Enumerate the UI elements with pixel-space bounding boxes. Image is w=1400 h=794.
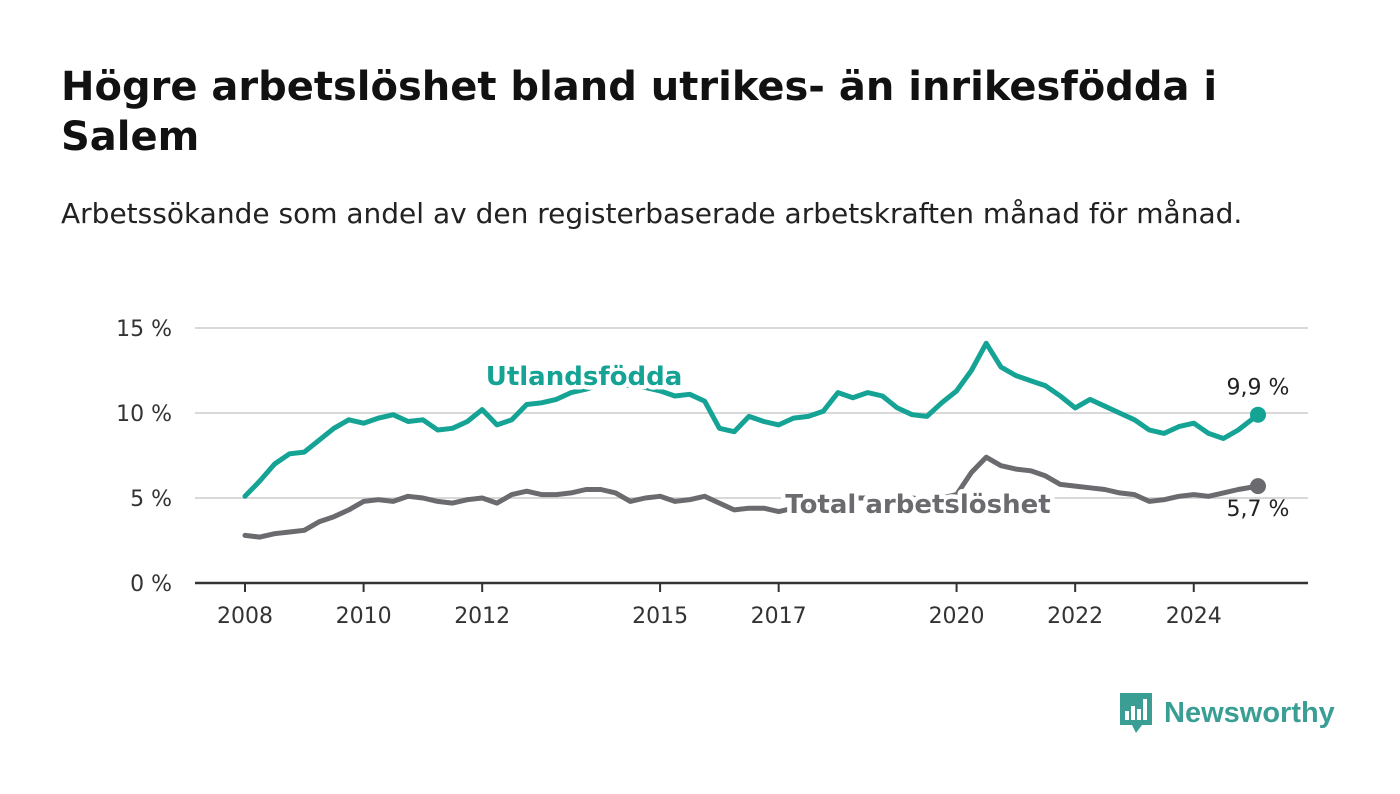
newsworthy-brand: Newsworthy [1118,690,1335,736]
x-tick-label: 2010 [336,604,392,629]
x-tick-label: 2020 [929,604,985,629]
x-tick-label: 2012 [454,604,510,629]
bar-chart-logo-icon [1120,693,1152,733]
series-label-utlandsfodda: Utlandsfödda [486,362,683,392]
end-value-label: 5,7 % [1227,497,1290,522]
y-tick-label: 0 % [130,572,172,597]
y-tick-label: 5 % [130,487,172,512]
series-line-total [242,454,1261,540]
chart-subtitle: Arbetssökande som andel av den registerb… [61,197,1243,230]
y-tick-label: 10 % [116,402,172,427]
x-tick-label: 2015 [632,604,688,629]
end-value-label: 9,9 % [1227,376,1290,401]
x-tick-label: 2008 [217,604,273,629]
x-tick-label: 2022 [1047,604,1103,629]
x-tick-label: 2024 [1166,604,1222,629]
series-line-utlandsfodda [242,340,1261,499]
brand-name: Newsworthy [1164,696,1335,729]
chart-title: Högre arbetslöshet bland utrikes- än inr… [61,64,1218,160]
y-tick-label: 15 % [116,317,172,342]
end-point-marker [1250,406,1266,423]
series-label-total: Total arbetslöshet [785,490,1050,520]
x-tick-label: 2017 [751,604,807,629]
end-point-marker [1250,478,1266,495]
